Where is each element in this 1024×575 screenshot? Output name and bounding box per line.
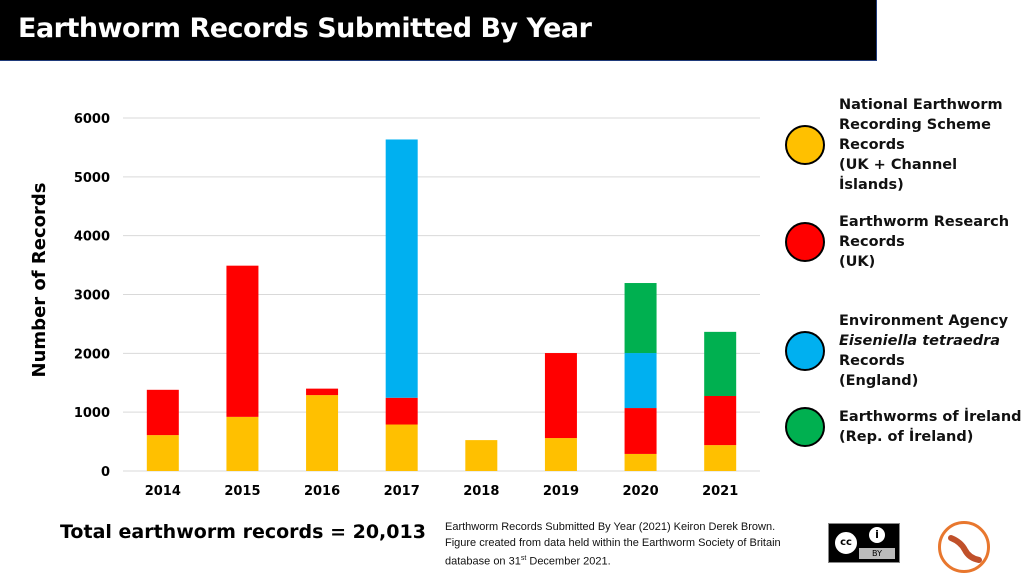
cc-by-label: BY <box>859 548 895 559</box>
x-tick-label: 2018 <box>463 484 499 499</box>
legend-swatch <box>785 407 825 447</box>
bar-segment <box>465 440 498 471</box>
credit-text: Earthworm Records Submitted By Year (202… <box>445 521 781 568</box>
bar-segment <box>385 397 418 425</box>
bar-segment <box>624 283 657 354</box>
x-tick-label: 2021 <box>702 484 738 499</box>
legend-item-ireland: Earthworms of İreland (Rep. of İreland) <box>785 407 1022 447</box>
bar-segment <box>226 416 259 471</box>
bar-segment <box>624 408 657 454</box>
bar-segment <box>704 445 737 471</box>
y-tick-label: 1000 <box>74 406 110 421</box>
y-tick-label: 6000 <box>74 112 110 127</box>
legend-label: Environment Agency Eiseniella tetraedra Re… <box>839 313 1009 389</box>
bar-segment <box>306 388 339 396</box>
earthworm-society-logo <box>938 521 990 573</box>
legend-swatch <box>785 331 825 371</box>
bar-segment <box>146 389 179 436</box>
bar-segment <box>624 453 657 471</box>
y-tick-label: 0 <box>101 465 110 480</box>
title-bar: Earthworm Records Submitted By Year <box>0 0 877 61</box>
y-axis-label: Number of Records <box>29 183 50 378</box>
cc-icon: cc <box>833 530 859 556</box>
y-tick-label: 4000 <box>74 230 110 245</box>
x-tick-label: 2015 <box>224 484 260 499</box>
bar-segment <box>306 395 339 471</box>
y-tick-label: 3000 <box>74 289 110 304</box>
legend-item-environment-agency: Environment Agency Eiseniella tetraedra Re… <box>785 311 1008 391</box>
cc-by-license-badge: cc i BY <box>828 523 900 563</box>
y-tick-label: 5000 <box>74 171 110 186</box>
bar-segment <box>385 139 418 398</box>
legend-swatch <box>785 222 825 262</box>
bar-segment <box>704 331 737 396</box>
stacked-bar-chart: 0 1000 2000 3000 4000 5000 6000 2014 2015 2016 201… <box>29 112 760 499</box>
legend-label: Earthworm Research Records (UK) <box>839 214 1010 270</box>
legend-label: Earthworms of İreland (Rep. of İreland) <box>839 409 1022 445</box>
legend-swatch <box>785 125 825 165</box>
bar-segment <box>544 353 577 439</box>
x-tick-label: 2020 <box>622 484 658 499</box>
bar-segment <box>704 395 737 446</box>
x-tick-label: 2014 <box>145 484 181 499</box>
attribution-icon: i <box>869 527 885 543</box>
legend-item-research: Earthworm Research Records (UK) <box>785 212 1009 272</box>
legend-item-nerS: National Earthworm Recording Scheme Record… <box>785 95 1024 195</box>
page-title: Earthworm Records Submitted By Year <box>18 13 592 44</box>
total-records: Total earthworm records = 20,013 <box>60 521 426 543</box>
legend-label: National Earthworm Recording Scheme Record… <box>839 97 1003 193</box>
y-tick-label: 2000 <box>74 347 110 362</box>
x-tick-label: 2017 <box>384 484 420 499</box>
x-tick-label: 2019 <box>543 484 579 499</box>
bar-segment <box>544 438 577 471</box>
bar-segment <box>226 265 259 417</box>
bar-segment <box>624 353 657 409</box>
bar-segment <box>146 435 179 471</box>
bar-segment <box>385 424 418 471</box>
x-tick-label: 2016 <box>304 484 340 499</box>
